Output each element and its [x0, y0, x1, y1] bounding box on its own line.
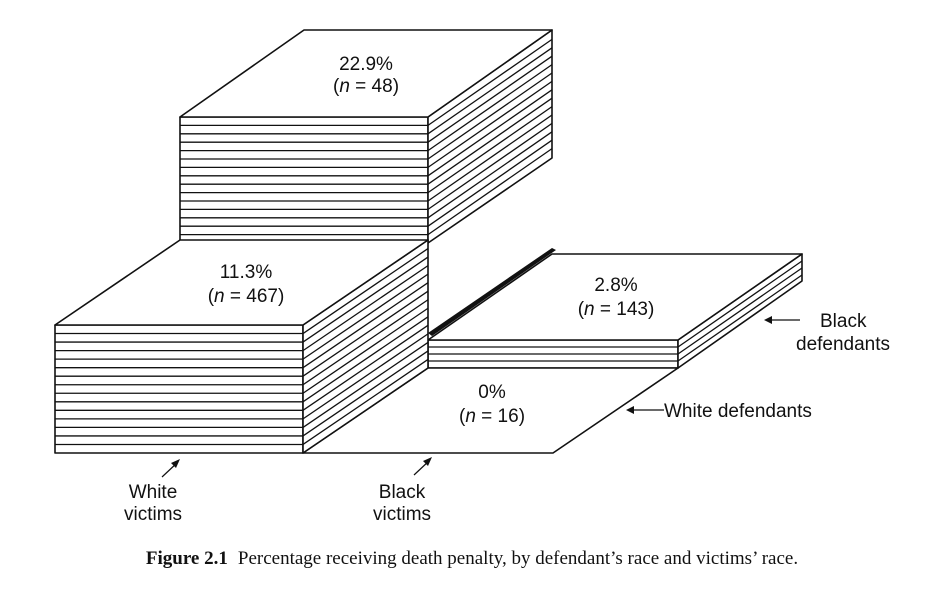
block-bw-side-stripe — [427, 122, 553, 210]
value-label-black-def-white-vic: 22.9% — [339, 54, 393, 75]
block-ww-side-stripe — [302, 256, 429, 343]
black-defendants-arrow-head — [764, 316, 772, 324]
block-bw-side-stripe — [427, 47, 553, 135]
axis-label-black-victims: Black victims — [373, 457, 432, 525]
block-bw-stripes — [180, 38, 553, 236]
white-victims-label-line1: White — [129, 482, 178, 503]
block-ww-side-stripe — [302, 282, 429, 369]
block-bw-side-stripe — [427, 131, 553, 219]
figure-number: Figure 2.1 — [145, 548, 228, 569]
value-label-white-def-white-vic: 11.3% — [220, 262, 273, 283]
caption-text: Percentage receiving death penalty, by d… — [237, 548, 799, 569]
black-victims-label-line1: Black — [379, 482, 426, 503]
block-bb-bw-shadow — [428, 248, 556, 336]
block-bw-side-stripe — [427, 106, 553, 194]
block-bw-side-stripe — [427, 139, 553, 227]
block-ww-side-stripe — [302, 265, 429, 352]
block-bb-stripes — [428, 260, 803, 362]
axis-label-white-victims: White victims — [124, 459, 182, 525]
white-victims-arrow-head — [171, 459, 180, 468]
block-bw-top — [179, 29, 553, 118]
black-victims-arrow-head — [423, 457, 432, 466]
block-white-def-white-vic — [54, 239, 429, 454]
block-bb-top — [427, 253, 803, 341]
n-label-black-def-black-vic: (n = 143) — [578, 299, 655, 320]
black-victims-label-line2: victims — [373, 504, 431, 525]
block-bw-front — [179, 116, 429, 244]
block-ww-side-stripe — [302, 307, 429, 394]
block-bw-side-stripe — [427, 64, 553, 152]
white-victims-label-line2: victims — [124, 504, 182, 525]
n-label-white-def-black-vic: (n = 16) — [459, 406, 525, 427]
block-bw-side-stripe — [427, 55, 553, 143]
n-label-white-def-white-vic: (n = 467) — [208, 286, 285, 307]
block-ww-side-stripe — [302, 299, 429, 386]
white-defendants-label: White defendants — [664, 401, 812, 422]
block-ww-side-stripe — [302, 273, 429, 360]
axis-label-black-defendants: Black defendants — [764, 311, 890, 355]
white-defendants-arrow-head — [626, 406, 634, 414]
block-bw-side-stripe — [427, 114, 553, 202]
block-bw-side-stripe — [427, 89, 553, 177]
block-ww-side-stripe — [302, 247, 429, 335]
axis-label-white-defendants: White defendants — [626, 401, 812, 422]
black-defendants-label-line2: defendants — [796, 334, 890, 355]
block-ww-stripes — [55, 247, 429, 446]
block-ww-side-stripe — [302, 324, 429, 411]
block-bw-side-stripe — [427, 38, 553, 126]
block-black-def-white-vic — [179, 29, 553, 244]
block-bb-side-stripe — [677, 267, 803, 355]
block-ww-top — [54, 239, 429, 326]
block-ww-front — [54, 324, 304, 454]
n-label-black-def-white-vic: (n = 48) — [333, 76, 399, 97]
block-bw-side-stripe — [427, 80, 553, 168]
block-ww-side-stripe — [302, 358, 429, 446]
block-bw-side-stripe — [427, 72, 553, 160]
black-defendants-label-line1: Black — [820, 311, 867, 332]
block-ww-side-stripe — [302, 341, 429, 428]
block-bb-side-stripe — [677, 260, 803, 348]
block-ww-side-stripe — [302, 333, 429, 420]
block-ww-side-stripe — [302, 290, 429, 377]
block-bb-side-stripe — [677, 274, 803, 362]
value-label-black-def-black-vic: 2.8% — [594, 275, 637, 296]
block-ww-side-stripe — [302, 316, 429, 403]
figure-caption: Figure 2.1 Percentage receiving death pen… — [0, 548, 944, 570]
block-bw-side-stripe — [427, 97, 553, 185]
value-label-white-def-black-vic: 0% — [478, 382, 506, 403]
block-ww-side-stripe — [302, 350, 429, 437]
block-bw-side-stripe — [427, 148, 553, 236]
